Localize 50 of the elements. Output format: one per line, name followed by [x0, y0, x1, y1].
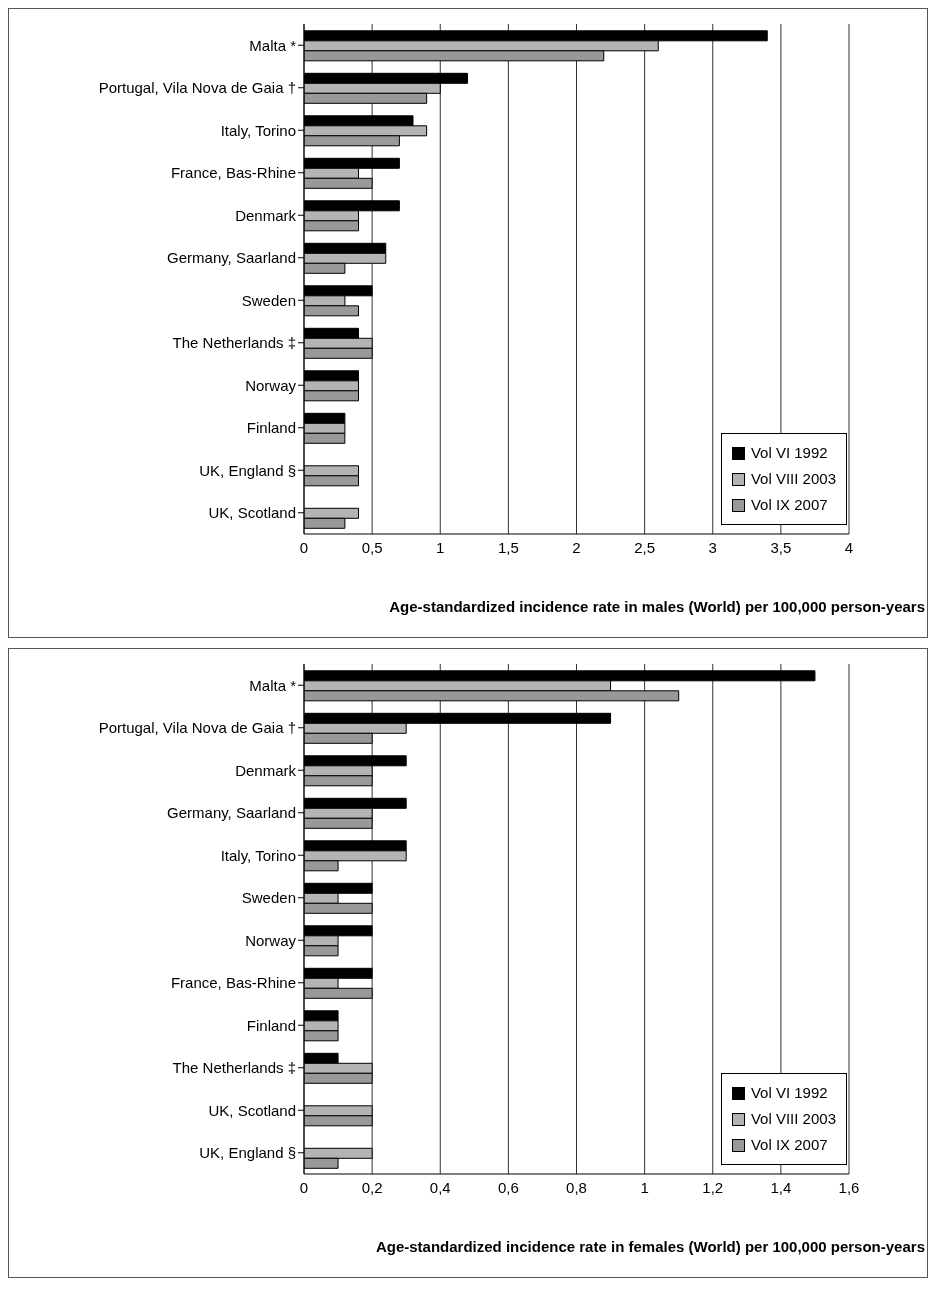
x-tick-label: 0,5 — [361, 538, 383, 556]
x-tick-label: 0 — [299, 538, 309, 556]
legend-label: Vol VI 1992 — [750, 443, 828, 463]
x-tick-label: 0,6 — [497, 1178, 519, 1196]
x-tick-label: 2,5 — [634, 538, 656, 556]
y-tick-label: Finland — [246, 1016, 296, 1034]
y-tick-label: The Netherlands ‡ — [172, 334, 296, 352]
legend-label: Vol IX 2007 — [750, 1135, 828, 1155]
x-tick-label: 1,2 — [702, 1178, 724, 1196]
x-tick-label: 2 — [572, 538, 581, 556]
y-tick-label: Sweden — [241, 889, 296, 907]
x-tick-label: 0 — [299, 1178, 309, 1196]
legend-label: Vol VIII 2003 — [750, 469, 836, 489]
x-axis-title: Age-standardized incidence rate in females (World) per 100,000 person-years — [375, 1238, 925, 1255]
x-tick-label: 1,5 — [497, 538, 519, 556]
y-tick-label: Sweden — [241, 291, 296, 309]
y-tick-label: Norway — [245, 931, 297, 949]
y-tick-label: Italy, Torino — [220, 846, 296, 864]
y-tick-label: France, Bas-Rhine — [170, 974, 296, 992]
y-tick-label: UK, Scotland — [208, 504, 296, 522]
x-tick-label: 1 — [640, 1178, 649, 1196]
x-tick-label: 4 — [844, 538, 854, 556]
y-tick-label: Italy, Torino — [220, 121, 296, 139]
x-tick-label: 1,4 — [770, 1178, 792, 1196]
y-tick-label: UK, England § — [199, 1144, 296, 1162]
legend-label: Vol IX 2007 — [750, 495, 828, 515]
x-tick-label: 1 — [436, 538, 445, 556]
y-tick-label: Denmark — [235, 206, 297, 224]
y-tick-label: Denmark — [235, 761, 297, 779]
legend-label: Vol VI 1992 — [750, 1083, 828, 1103]
x-tick-label: 3,5 — [770, 538, 792, 556]
y-tick-label: France, Bas-Rhine — [170, 164, 296, 182]
x-tick-label: 3 — [708, 538, 717, 556]
y-tick-label: Germany, Saarland — [167, 249, 296, 267]
y-tick-label: UK, Scotland — [208, 1101, 296, 1119]
x-tick-label: 0,4 — [429, 1178, 451, 1196]
legend-label: Vol VIII 2003 — [750, 1109, 836, 1129]
y-tick-label: Finland — [246, 419, 296, 437]
y-tick-label: Malta * — [249, 36, 297, 54]
x-axis-title: Age-standardized incidence rate in males (World) per 100,000 person-years — [389, 598, 925, 615]
y-tick-label: Portugal, Vila Nova de Gaia † — [98, 719, 296, 737]
x-tick-label: 1,6 — [838, 1178, 860, 1196]
y-tick-label: The Netherlands ‡ — [172, 1059, 296, 1077]
y-tick-label: Portugal, Vila Nova de Gaia † — [98, 79, 296, 97]
x-tick-label: 0,8 — [566, 1178, 587, 1196]
y-tick-label: Germany, Saarland — [167, 804, 296, 822]
x-tick-label: 0,2 — [361, 1178, 383, 1196]
y-tick-label: Norway — [245, 376, 297, 394]
y-tick-label: UK, England § — [199, 461, 296, 479]
y-tick-label: Malta * — [249, 676, 297, 694]
